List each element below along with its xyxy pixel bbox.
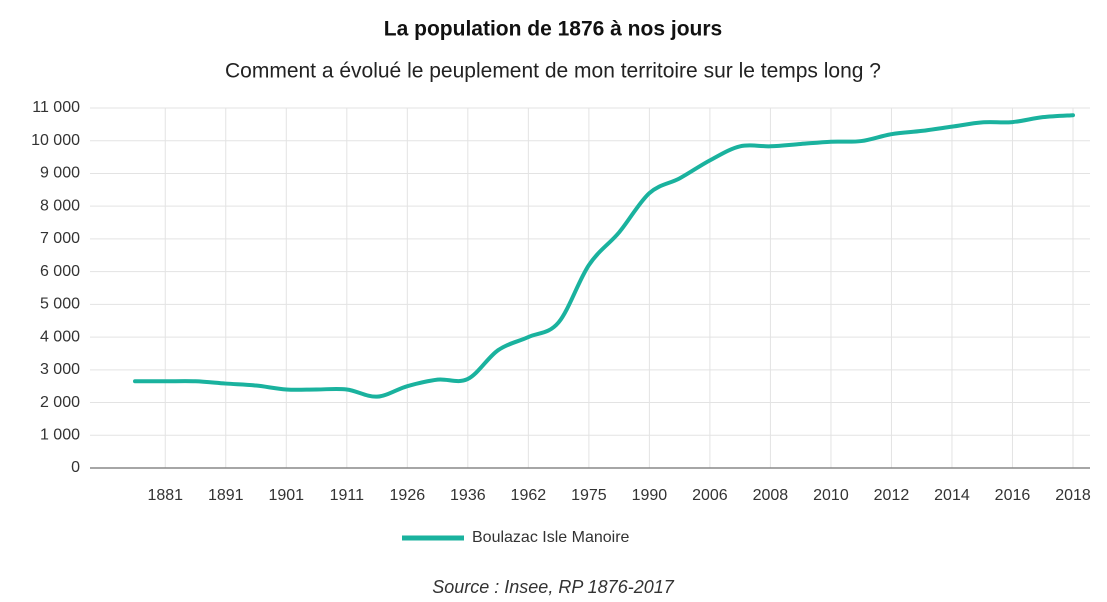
x-tick-label: 1926 (390, 487, 426, 504)
x-tick-label: 2018 (1055, 487, 1091, 504)
x-tick-label: 2014 (934, 487, 970, 504)
x-tick-label: 2008 (753, 487, 789, 504)
y-tick-label: 6 000 (40, 263, 80, 280)
x-tick-label: 2012 (874, 487, 910, 504)
y-tick-label: 9 000 (40, 165, 80, 182)
x-tick-label: 1936 (450, 487, 486, 504)
x-tick-label: 1901 (268, 487, 304, 504)
x-tick-label: 1911 (330, 487, 365, 504)
y-tick-label: 0 (71, 459, 80, 476)
chart-title: La population de 1876 à nos jours (384, 18, 722, 41)
legend-label: Boulazac Isle Manoire (472, 529, 630, 546)
x-tick-label: 1990 (632, 487, 668, 504)
y-tick-label: 11 000 (32, 99, 80, 116)
y-tick-label: 8 000 (40, 197, 80, 214)
chart-subtitle: Comment a évolué le peuplement de mon te… (225, 60, 881, 83)
x-tick-label: 1975 (571, 487, 607, 504)
x-tick-label: 1891 (208, 487, 244, 504)
y-tick-label: 1 000 (40, 426, 80, 443)
y-tick-label: 3 000 (40, 361, 80, 378)
x-tick-label: 2006 (692, 487, 728, 504)
y-tick-label: 7 000 (40, 230, 80, 247)
x-tick-label: 2016 (995, 487, 1031, 504)
y-tick-label: 4 000 (40, 328, 80, 345)
y-tick-label: 5 000 (40, 296, 80, 313)
x-tick-label: 2010 (813, 487, 849, 504)
y-tick-label: 2 000 (40, 394, 80, 411)
x-tick-label: 1881 (147, 487, 183, 504)
line-series (133, 113, 1075, 399)
x-tick-label: 1962 (511, 487, 547, 504)
source: Source : Insee, RP 1876-2017 (432, 577, 674, 597)
y-tick-label: 10 000 (31, 132, 80, 149)
